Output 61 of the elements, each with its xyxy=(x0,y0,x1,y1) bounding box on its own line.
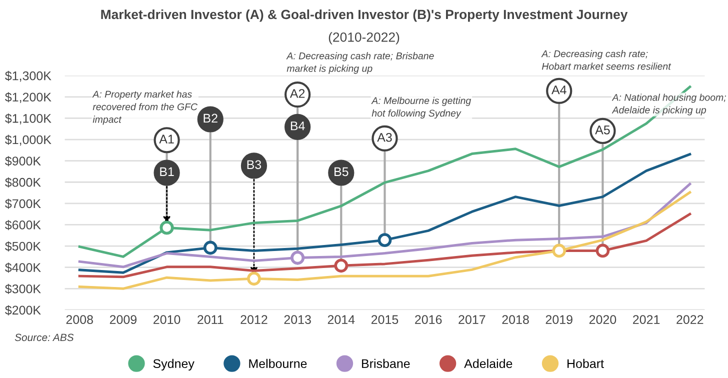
annotation: B4 xyxy=(290,122,305,130)
annotation: B1 xyxy=(160,167,174,176)
y-tick-label: $1,300K xyxy=(5,70,52,82)
annotation: A4 xyxy=(551,86,566,94)
x-tick-label: 2017 xyxy=(458,315,486,324)
x-tick-label: 2016 xyxy=(415,315,442,324)
line-series xyxy=(78,152,692,274)
y-tick-label: $200K xyxy=(5,305,41,316)
y-tick-label: $400K xyxy=(5,262,41,273)
x-tick-label: 2014 xyxy=(328,315,355,324)
point xyxy=(334,258,348,273)
x-tick-label: 2010 xyxy=(154,315,180,324)
annotation: A: Property market has recovered from the GFC impact xyxy=(92,90,198,125)
annotation: A2 xyxy=(290,89,305,98)
annotation: B3 xyxy=(247,160,262,170)
legend-label: Sydney xyxy=(153,358,194,371)
point xyxy=(290,250,305,265)
annotation: A: National housing boom; Adelaide is picking up xyxy=(612,94,726,116)
y-tick-label: $600K xyxy=(5,220,41,230)
y-tick-label: $1,200K xyxy=(5,92,52,104)
y-tick-label: $500K xyxy=(5,241,41,252)
x-tick-label: 2020 xyxy=(589,315,616,324)
line-series xyxy=(78,191,692,290)
point xyxy=(596,244,610,258)
legend-label: Adelaide xyxy=(464,358,512,368)
y-tick-label: $700K xyxy=(5,198,41,209)
annotation: A1 xyxy=(159,134,174,144)
chart-title: Market-driven Investor (A) & Goal-driven Investor (B)'s Property Investment Journey xyxy=(101,9,628,22)
annotation: B5 xyxy=(334,167,348,176)
x-tick-label: 2008 xyxy=(66,315,93,324)
y-tick-label: $800K xyxy=(5,177,41,188)
annotation: A: Melbourne is getting hot following Sydney xyxy=(371,96,472,119)
point xyxy=(160,220,174,235)
y-tick-label: $1,000K xyxy=(5,134,52,146)
x-tick-label: 2015 xyxy=(371,315,398,324)
x-tick-label: 2019 xyxy=(546,315,572,324)
y-tick-label: $1,100K xyxy=(5,113,52,124)
legend-label: Brisbane xyxy=(362,358,410,368)
x-tick-label: 2013 xyxy=(284,315,311,324)
point xyxy=(378,233,392,248)
x-tick-label: 2009 xyxy=(110,315,137,324)
annotation: B2 xyxy=(204,114,218,123)
point xyxy=(552,244,566,258)
source-note: Source: ABS xyxy=(14,334,74,342)
legend-label: Melbourne xyxy=(249,358,307,368)
annotation: A3 xyxy=(377,132,392,142)
text: A: Decreasing cash rate; Hobart market seems resilient xyxy=(541,50,672,70)
y-tick-label: $900K xyxy=(5,156,41,166)
line-series xyxy=(78,182,692,268)
text: A: Decreasing cash rate; Brisbane market is picking up xyxy=(286,52,434,74)
legend-label: Hobart xyxy=(568,358,604,368)
annotation: A5 xyxy=(595,126,610,134)
x-tick-label: 2022 xyxy=(676,315,704,324)
chart-subtitle: (2010-2022) xyxy=(328,32,400,44)
point xyxy=(247,272,261,286)
x-tick-label: 2011 xyxy=(198,315,224,324)
y-tick-label: $300K xyxy=(5,284,41,294)
x-tick-label: 2012 xyxy=(240,315,268,324)
x-tick-label: 2021 xyxy=(633,315,660,324)
x-tick-label: 2018 xyxy=(502,315,529,324)
point xyxy=(203,240,218,255)
